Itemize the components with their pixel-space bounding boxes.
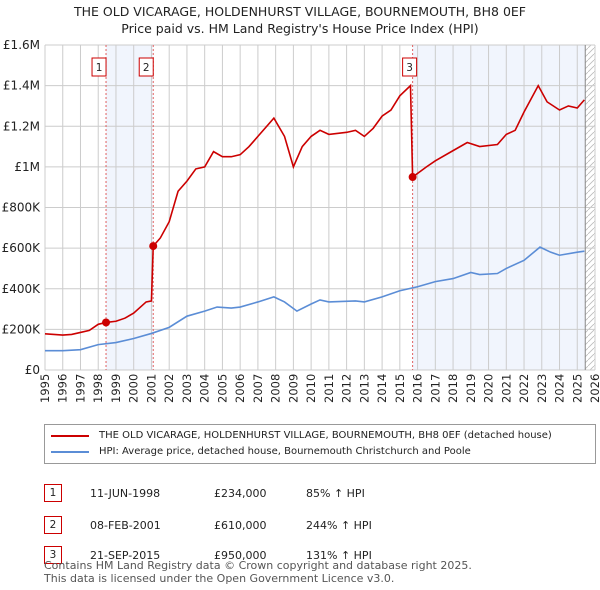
legend-label: HPI: Average price, detached house, Bour… xyxy=(99,446,471,457)
footer: Contains HM Land Registry data © Crown c… xyxy=(44,559,472,585)
sale-label-box xyxy=(91,57,107,77)
x-tick-label: 2011 xyxy=(322,374,336,403)
transaction-number: 1 xyxy=(44,484,62,502)
legend-item-hpi: HPI: Average price, detached house, Bour… xyxy=(51,445,471,459)
x-tick-label: 2018 xyxy=(446,374,460,403)
y-tick-label: £1.4M xyxy=(3,79,40,93)
x-tick-label: 2008 xyxy=(269,374,283,403)
transaction-date: 21-SEP-2015 xyxy=(90,548,161,562)
x-tick-label: 2012 xyxy=(340,374,354,403)
sale-point xyxy=(408,173,417,182)
series-line xyxy=(44,83,585,336)
sale-label-box xyxy=(138,57,154,77)
transaction-hpi: 244% ↑ HPI xyxy=(306,518,372,532)
x-tick-label: 1997 xyxy=(73,374,87,403)
transaction-hpi: 131% ↑ HPI xyxy=(306,548,372,562)
sale-label: 2 xyxy=(143,62,150,74)
price-chart: 1995 1996 1997 1998 1999 2000 2001 2002 2003 2004… xyxy=(2,38,600,403)
y-tick-label: £600K xyxy=(2,241,42,255)
x-tick-label: 2025 xyxy=(570,374,584,403)
x-tick-label: 2009 xyxy=(286,374,300,403)
footer-line: This data is licensed under the Open Gov… xyxy=(44,572,395,585)
x-tick-label: 2007 xyxy=(251,374,265,403)
x-tick-label: 1999 xyxy=(109,374,123,403)
sale-label: 1 xyxy=(96,62,103,74)
x-tick-label: 2019 xyxy=(464,374,478,403)
x-tick-label: 2016 xyxy=(411,374,425,403)
x-tick-label: 2014 xyxy=(375,374,389,403)
transaction-date: 08-FEB-2001 xyxy=(90,518,161,532)
y-tick-label: £1M xyxy=(14,160,40,174)
chart-subtitle: Price paid vs. HM Land Registry's House … xyxy=(121,21,479,36)
x-tick-label: 2020 xyxy=(482,374,496,403)
legend-item-property: THE OLD VICARAGE, HOLDENHURST VILLAGE, B… xyxy=(51,429,552,443)
x-tick-label: 2021 xyxy=(499,374,513,403)
transaction-number: 2 xyxy=(44,516,62,534)
sale-label: 3 xyxy=(406,62,413,74)
transaction-price: £610,000 xyxy=(214,518,267,532)
series-line xyxy=(45,246,585,352)
transaction-row: 3 21-SEP-2015 £950,000 131% ↑ HPI xyxy=(44,546,372,564)
x-tick-label: 2006 xyxy=(233,374,247,403)
transaction-price: £234,000 xyxy=(214,486,267,500)
x-tick-label: 2024 xyxy=(553,374,567,403)
x-tick-label: 2002 xyxy=(162,374,176,403)
x-tick-label: 2015 xyxy=(393,374,407,403)
x-tick-label: 2010 xyxy=(304,374,318,403)
chart-title: THE OLD VICARAGE, HOLDENHURST VILLAGE, B… xyxy=(73,4,526,19)
x-tick-label: 2022 xyxy=(517,374,531,403)
x-tick-label: 2026 xyxy=(588,374,600,403)
legend: THE OLD VICARAGE, HOLDENHURST VILLAGE, B… xyxy=(44,424,596,464)
x-tick-label: 1995 xyxy=(38,374,52,403)
sale-point xyxy=(149,242,158,251)
legend-swatch xyxy=(51,451,89,453)
x-tick-label: 2023 xyxy=(535,374,549,403)
y-tick-label: £800K xyxy=(2,201,42,215)
legend-label: THE OLD VICARAGE, HOLDENHURST VILLAGE, B… xyxy=(99,430,552,441)
transaction-row: 2 08-FEB-2001 £610,000 244% ↑ HPI xyxy=(44,516,372,534)
x-tick-label: 2004 xyxy=(198,374,212,403)
x-tick-label: 1998 xyxy=(91,374,105,403)
transaction-row: 1 11-JUN-1998 £234,000 85% ↑ HPI xyxy=(44,484,365,502)
x-tick-label: 2001 xyxy=(144,374,158,403)
x-tick-label: 2013 xyxy=(357,374,371,403)
sale-point xyxy=(102,318,111,327)
x-tick-label: 2017 xyxy=(428,374,442,403)
y-tick-label: £400K xyxy=(2,282,42,296)
transaction-number: 3 xyxy=(44,546,62,564)
sale-label-box xyxy=(402,57,418,77)
legend-swatch xyxy=(51,435,89,437)
y-tick-label: £1.2M xyxy=(3,119,40,133)
y-tick-label: £0 xyxy=(25,363,40,377)
x-tick-label: 2003 xyxy=(180,374,194,403)
transaction-price: £950,000 xyxy=(214,548,267,562)
x-tick-label: 2000 xyxy=(127,374,141,403)
transaction-date: 11-JUN-1998 xyxy=(90,486,161,500)
x-tick-label: 1996 xyxy=(56,374,70,403)
x-tick-label: 2005 xyxy=(215,374,229,403)
y-tick-label: £200K xyxy=(2,322,42,336)
transaction-hpi: 85% ↑ HPI xyxy=(306,486,365,500)
y-tick-label: £1.6M xyxy=(3,38,40,52)
footer-line: Contains HM Land Registry data © Crown c… xyxy=(44,559,472,572)
